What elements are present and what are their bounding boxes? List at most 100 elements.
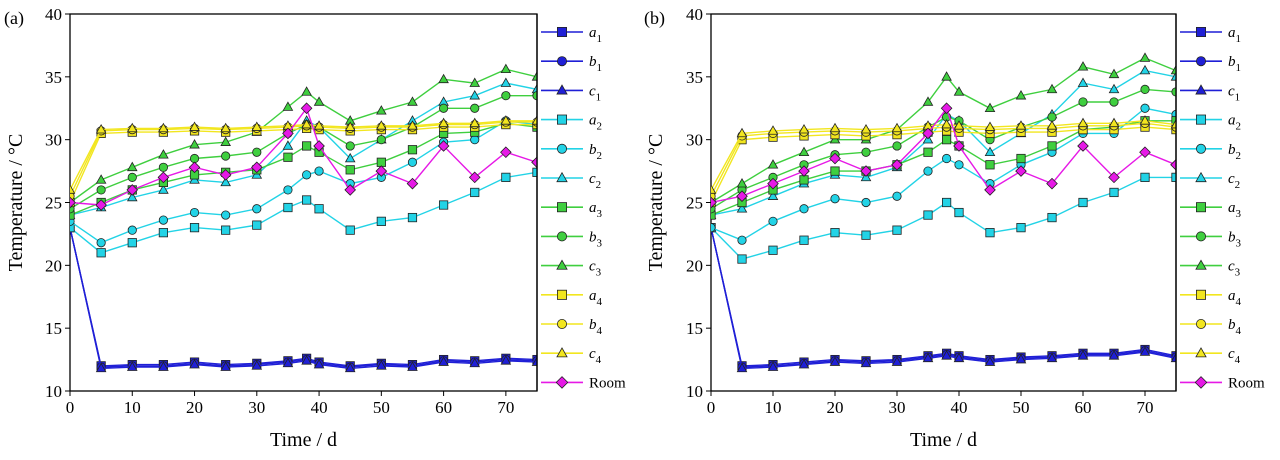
data-point bbox=[375, 165, 388, 177]
legend-label: a2 bbox=[589, 113, 602, 133]
legend-item: a3 bbox=[1180, 200, 1242, 220]
x-tick-label: 10 bbox=[765, 398, 782, 417]
data-point bbox=[1109, 187, 1119, 198]
legend-label: a1 bbox=[1228, 25, 1241, 45]
data-point bbox=[220, 361, 231, 371]
legend-label: Room bbox=[589, 375, 626, 391]
data-point bbox=[283, 202, 293, 213]
legend-label: b4 bbox=[1228, 317, 1242, 337]
legend-marker bbox=[1196, 231, 1207, 242]
data-point bbox=[1077, 77, 1089, 87]
data-point bbox=[283, 185, 293, 195]
y-tick-label: 25 bbox=[45, 194, 62, 213]
data-point bbox=[407, 212, 418, 223]
y-tick-label: 40 bbox=[686, 5, 703, 24]
data-point bbox=[953, 140, 965, 152]
data-point bbox=[891, 122, 903, 133]
data-point bbox=[1170, 158, 1176, 171]
legend-item: a1 bbox=[541, 25, 602, 45]
legend-item: b3 bbox=[541, 229, 603, 249]
legend-marker bbox=[557, 231, 568, 242]
data-point bbox=[711, 196, 717, 209]
data-point bbox=[126, 122, 138, 133]
y-tick-label: 40 bbox=[45, 5, 62, 24]
legend-item: Room bbox=[541, 375, 626, 391]
data-point bbox=[798, 146, 810, 156]
x-axis-label: Time / d bbox=[270, 429, 337, 451]
data-point bbox=[531, 356, 537, 366]
data-point bbox=[1108, 83, 1120, 94]
data-point bbox=[767, 177, 779, 190]
y-tick-label: 35 bbox=[686, 68, 703, 87]
y-tick-label: 15 bbox=[45, 319, 62, 338]
series-c4 bbox=[711, 115, 1176, 194]
legend-marker bbox=[1196, 143, 1207, 154]
legend-label: b2 bbox=[589, 142, 602, 162]
data-point bbox=[891, 356, 903, 366]
data-point bbox=[438, 200, 449, 210]
y-tick-label: 35 bbox=[45, 68, 62, 87]
legend-marker bbox=[1195, 84, 1207, 95]
data-point bbox=[768, 216, 778, 226]
legend-item: b2 bbox=[1180, 142, 1241, 162]
data-point bbox=[189, 358, 200, 369]
data-point bbox=[96, 248, 106, 258]
data-point bbox=[189, 139, 200, 149]
data-point bbox=[861, 197, 871, 208]
legend-marker bbox=[557, 114, 568, 125]
legend: a1 b1 c1 a2 b2 c2 a3 b3 c3 a4 b4 c4 Room bbox=[536, 14, 626, 391]
legend-label: a1 bbox=[589, 25, 602, 45]
data-point bbox=[953, 86, 965, 96]
y-axis-label: Temperature / °C bbox=[645, 134, 667, 272]
data-point bbox=[829, 122, 841, 133]
data-point bbox=[954, 160, 964, 170]
data-point bbox=[830, 166, 840, 176]
data-point bbox=[313, 358, 325, 369]
x-tick-label: 60 bbox=[435, 398, 452, 417]
data-point bbox=[376, 105, 387, 115]
legend-item: c3 bbox=[1180, 259, 1241, 279]
data-point bbox=[1139, 146, 1151, 159]
data-point bbox=[798, 165, 810, 177]
data-point bbox=[1171, 172, 1176, 182]
data-point bbox=[1015, 120, 1027, 130]
data-point bbox=[531, 71, 537, 81]
data-point bbox=[313, 96, 325, 106]
data-point bbox=[406, 177, 419, 190]
x-tick-label: 50 bbox=[1013, 398, 1030, 417]
data-point bbox=[1047, 212, 1057, 223]
data-point bbox=[300, 102, 313, 115]
data-point bbox=[1139, 346, 1151, 356]
data-point bbox=[1047, 141, 1057, 151]
data-point bbox=[1077, 140, 1089, 152]
legend-marker bbox=[1195, 259, 1207, 270]
data-point bbox=[407, 96, 418, 106]
data-point bbox=[158, 149, 169, 159]
data-point bbox=[344, 362, 356, 373]
data-point bbox=[1108, 117, 1120, 128]
x-tick-label: 30 bbox=[889, 398, 906, 417]
data-point bbox=[1016, 223, 1026, 233]
legend-item: c2 bbox=[541, 171, 601, 191]
data-point bbox=[314, 204, 324, 214]
data-point bbox=[219, 169, 232, 181]
legend-marker bbox=[1195, 347, 1207, 358]
data-point bbox=[1046, 120, 1058, 130]
legend-label: b4 bbox=[589, 317, 603, 337]
legend-marker bbox=[555, 376, 569, 389]
data-point bbox=[250, 161, 263, 174]
data-point bbox=[1108, 68, 1120, 79]
legend-marker bbox=[556, 347, 568, 358]
data-point bbox=[469, 357, 481, 368]
data-point bbox=[1108, 350, 1120, 360]
data-point bbox=[252, 204, 262, 214]
data-point bbox=[941, 350, 952, 360]
data-point bbox=[922, 352, 934, 363]
data-point bbox=[1046, 177, 1058, 190]
plot-area bbox=[70, 63, 537, 373]
data-point bbox=[501, 91, 511, 101]
data-point bbox=[737, 254, 747, 264]
legend-item: c4 bbox=[1180, 346, 1241, 366]
data-point bbox=[438, 103, 449, 113]
